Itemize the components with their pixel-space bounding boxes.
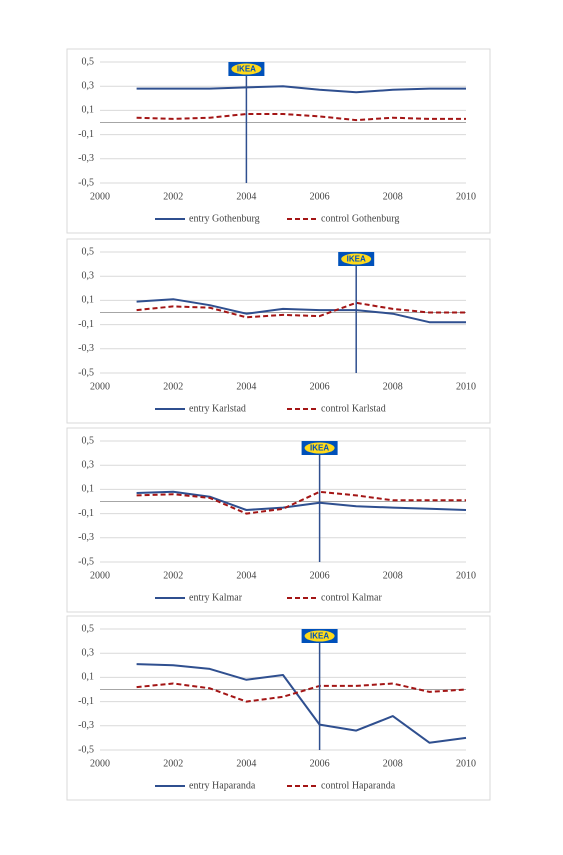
panel-border [66, 615, 491, 801]
x-tick-label: 2010 [456, 381, 476, 392]
x-tick-label: 2008 [383, 570, 403, 581]
x-tick-label: 2004 [236, 381, 256, 392]
x-tick-label: 2008 [383, 758, 403, 769]
chart-panel: -0,5 -0,3 -0,1 0,1 0,3 0,5 2000 2002 2004 2006 200… [66, 427, 491, 613]
x-tick-label: 2006 [310, 381, 330, 392]
ikea-logo-oval [304, 630, 335, 642]
y-tick-label: 0,5 [82, 56, 95, 67]
series-line [136, 490, 467, 511]
x-tick-label: 2000 [90, 570, 110, 581]
y-tick-label: 0,5 [82, 246, 95, 257]
legend-label: control Haparanda [321, 780, 396, 791]
panel-border [66, 48, 491, 234]
y-tick-label: 0,5 [82, 435, 95, 446]
y-tick-label: -0,5 [78, 556, 94, 567]
legend-label: entry Karlstad [189, 403, 246, 414]
panel-border [66, 427, 491, 613]
y-tick-label: 0,1 [82, 105, 95, 116]
ikea-logo-text: IKEA [310, 444, 329, 453]
x-tick-label: 2000 [90, 191, 110, 202]
ikea-logo-oval [304, 442, 335, 454]
x-tick-label: 2002 [163, 191, 183, 202]
x-tick-label: 2002 [163, 381, 183, 392]
chart-panel: -0,5 -0,3 -0,1 0,1 0,3 0,5 2000 2002 2004 2006 200… [66, 615, 491, 801]
legend-label: control Kalmar [321, 592, 382, 603]
x-tick-label: 2000 [90, 381, 110, 392]
y-tick-label: -0,5 [78, 744, 94, 755]
legend-label: entry Gothenburg [189, 213, 260, 224]
y-tick-label: 0,1 [82, 295, 95, 306]
y-tick-label: 0,1 [82, 672, 95, 683]
x-tick-label: 2006 [310, 570, 330, 581]
y-tick-label: 0,3 [82, 270, 95, 281]
y-tick-label: -0,1 [78, 129, 94, 140]
ikea-logo-text: IKEA [347, 255, 366, 264]
ikea-logo-text: IKEA [237, 65, 256, 74]
x-tick-label: 2000 [90, 758, 110, 769]
legend-label: control Gothenburg [321, 213, 399, 224]
y-tick-label: 0,1 [82, 484, 95, 495]
legend-label: entry Kalmar [189, 592, 243, 603]
chart-panel: -0,5 -0,3 -0,1 0,1 0,3 0,5 2000 2002 2004 2006 200… [66, 238, 491, 424]
chart-panel: -0,5 -0,3 -0,1 0,1 0,3 0,5 2000 2002 2004 2006 200… [66, 48, 491, 234]
x-tick-label: 2004 [236, 758, 256, 769]
y-tick-label: 0,3 [82, 80, 95, 91]
y-tick-label: -0,5 [78, 367, 94, 378]
y-tick-label: -0,3 [78, 153, 94, 164]
series-line [136, 113, 466, 122]
series-line [136, 682, 467, 703]
x-tick-label: 2008 [383, 191, 403, 202]
legend-label: entry Haparanda [189, 780, 256, 791]
y-tick-label: -0,3 [78, 532, 94, 543]
y-tick-label: -0,3 [78, 343, 94, 354]
y-tick-label: 0,5 [82, 623, 95, 634]
ikea-logo-oval [341, 253, 372, 265]
x-tick-label: 2006 [310, 758, 330, 769]
y-tick-label: -0,1 [78, 508, 94, 519]
series-line [136, 663, 467, 744]
x-tick-label: 2010 [456, 758, 476, 769]
legend-label: control Karlstad [321, 403, 386, 414]
x-tick-label: 2010 [456, 570, 476, 581]
y-tick-label: -0,3 [78, 720, 94, 731]
x-tick-label: 2004 [236, 570, 256, 581]
y-tick-label: -0,1 [78, 696, 94, 707]
x-tick-label: 2002 [163, 758, 183, 769]
y-tick-label: -0,1 [78, 319, 94, 330]
series-line [136, 85, 466, 94]
y-tick-label: 0,3 [82, 459, 95, 470]
panel-border [66, 238, 491, 424]
y-tick-label: -0,5 [78, 177, 94, 188]
series-line [136, 298, 466, 324]
x-tick-label: 2002 [163, 570, 183, 581]
x-tick-label: 2010 [456, 191, 476, 202]
y-tick-label: 0,3 [82, 647, 95, 658]
x-tick-label: 2006 [310, 191, 330, 202]
x-tick-label: 2008 [383, 381, 403, 392]
x-tick-label: 2004 [236, 191, 256, 202]
ikea-logo-text: IKEA [310, 632, 329, 641]
ikea-logo-oval [231, 63, 262, 75]
series-line [136, 490, 466, 515]
